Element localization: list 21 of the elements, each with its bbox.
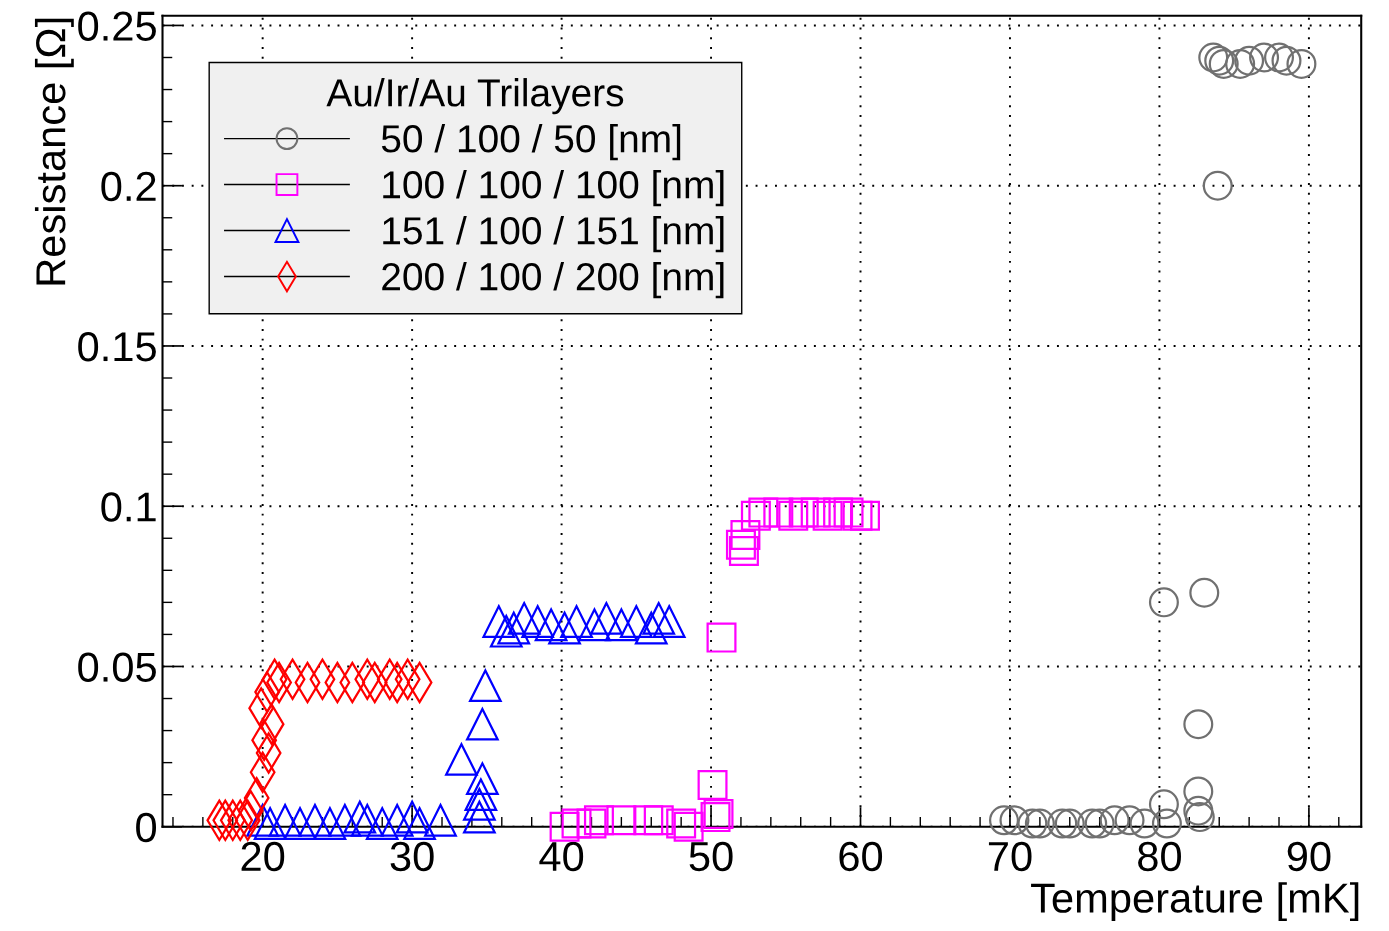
y-axis-title: Resistance [Ω] (34, 18, 74, 285)
x-tick-label: 90 (1287, 841, 1331, 872)
y-tick-label: 0.15 (78, 331, 156, 362)
y-tick-label: 0 (136, 812, 157, 843)
x-tick-label: 70 (988, 841, 1032, 872)
y-tick-label: 0.2 (101, 171, 156, 202)
x-tick-label: 20 (241, 841, 285, 872)
x-tick-label: 80 (1138, 841, 1181, 872)
legend-title: Au/Ir/Au Trilayers (326, 78, 624, 115)
x-axis-title: Temperature [mK] (1031, 882, 1359, 922)
x-tick-label: 60 (839, 841, 883, 872)
y-tick-label: 0.1 (101, 492, 156, 522)
legend-label: 100 / 100 / 100 [nm] (383, 170, 724, 207)
y-tick-label: 0.05 (78, 652, 156, 682)
legend-label: 50 / 100 / 50 [nm] (381, 124, 681, 161)
y-tick-label: 0.25 (78, 11, 156, 41)
legend-label: 151 / 100 / 151 [nm] (383, 215, 724, 253)
legend-label: 200 / 100 / 200 [nm] (382, 261, 724, 299)
x-tick-label: 40 (539, 841, 584, 872)
x-tick-label: 30 (390, 841, 434, 872)
x-tick-label: 50 (689, 841, 733, 872)
